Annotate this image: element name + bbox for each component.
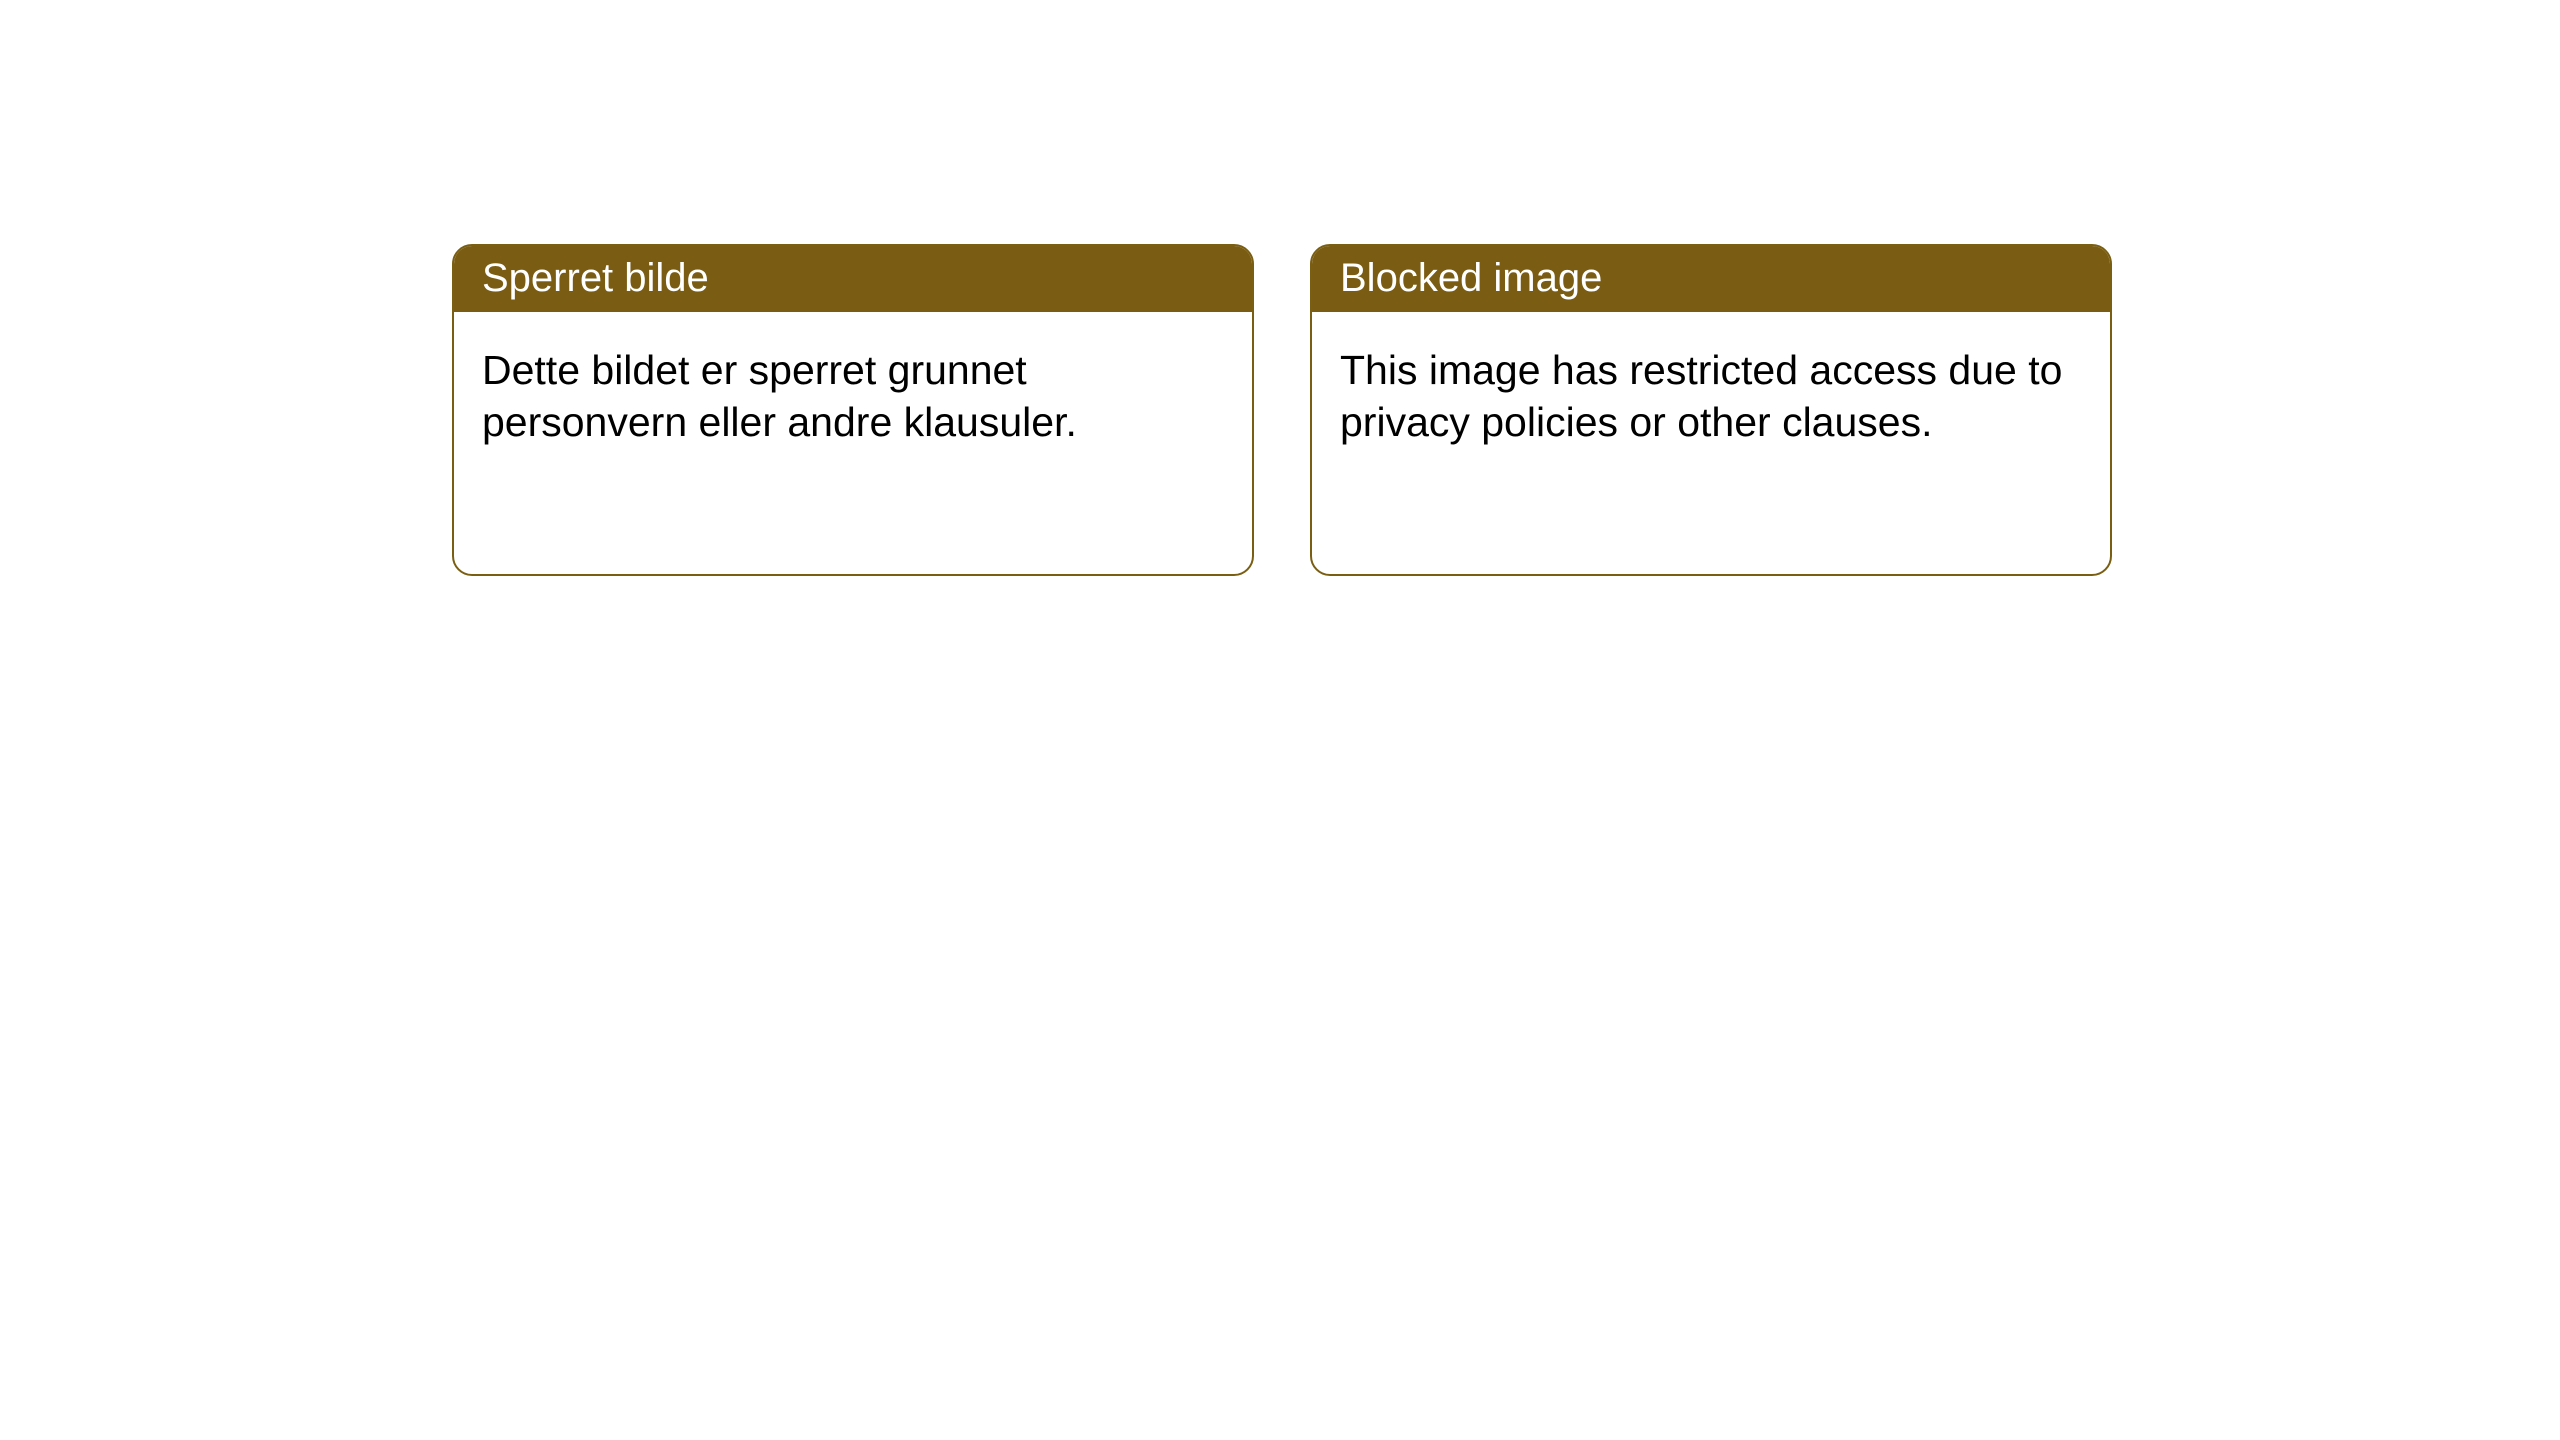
card-header: Blocked image [1312, 246, 2110, 312]
card-body: This image has restricted access due to … [1312, 312, 2110, 481]
notice-container: Sperret bilde Dette bildet er sperret gr… [0, 0, 2560, 576]
card-body: Dette bildet er sperret grunnet personve… [454, 312, 1252, 481]
card-title: Blocked image [1340, 256, 1602, 300]
card-message: Dette bildet er sperret grunnet personve… [482, 347, 1077, 445]
notice-card-norwegian: Sperret bilde Dette bildet er sperret gr… [452, 244, 1254, 576]
card-header: Sperret bilde [454, 246, 1252, 312]
card-title: Sperret bilde [482, 256, 709, 300]
notice-card-english: Blocked image This image has restricted … [1310, 244, 2112, 576]
card-message: This image has restricted access due to … [1340, 347, 2062, 445]
